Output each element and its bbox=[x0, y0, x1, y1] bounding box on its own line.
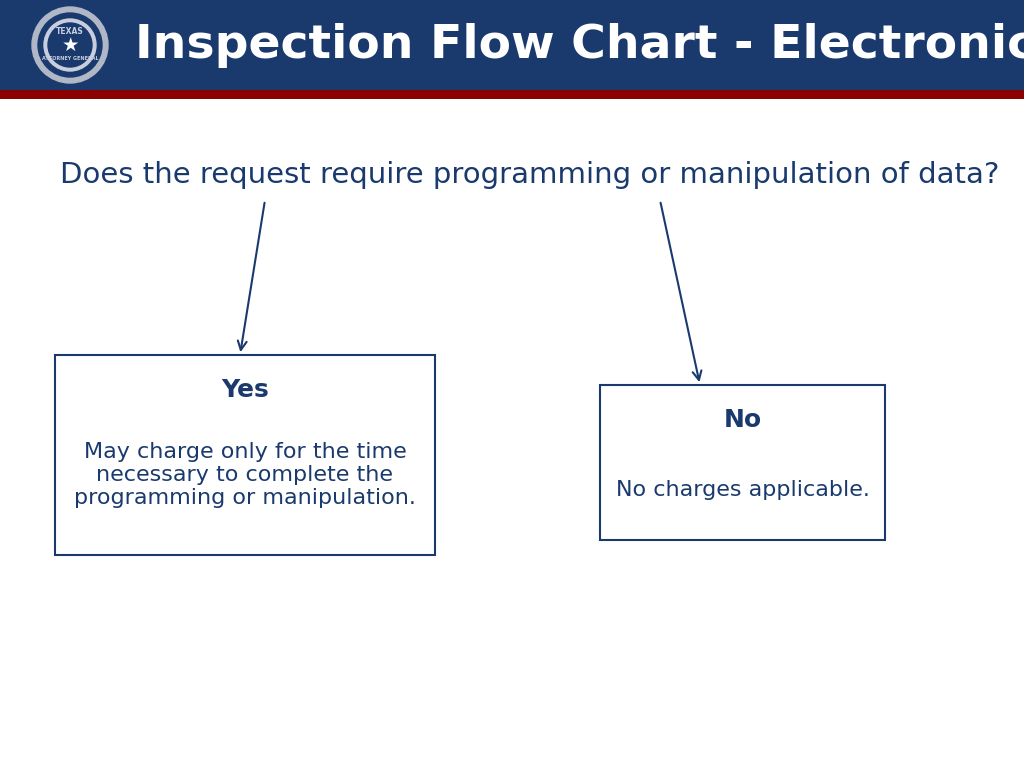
Circle shape bbox=[38, 13, 102, 77]
Circle shape bbox=[32, 7, 108, 83]
Circle shape bbox=[44, 19, 96, 71]
Bar bbox=[600, 385, 885, 540]
Text: Yes: Yes bbox=[221, 378, 269, 402]
Text: ATTORNEY GENERAL: ATTORNEY GENERAL bbox=[42, 57, 98, 61]
Bar bbox=[0, 90, 1024, 99]
Bar bbox=[0, 0, 1024, 90]
Text: No: No bbox=[723, 408, 762, 432]
Circle shape bbox=[48, 23, 92, 67]
Text: TEXAS: TEXAS bbox=[56, 27, 84, 35]
Text: Does the request require programming or manipulation of data?: Does the request require programming or … bbox=[60, 161, 999, 189]
Text: ★: ★ bbox=[61, 35, 79, 55]
Text: May charge only for the time
necessary to complete the
programming or manipulati: May charge only for the time necessary t… bbox=[74, 442, 416, 508]
Text: Inspection Flow Chart - Electronic: Inspection Flow Chart - Electronic bbox=[135, 22, 1024, 68]
Text: No charges applicable.: No charges applicable. bbox=[615, 480, 869, 500]
Bar bbox=[55, 355, 435, 555]
